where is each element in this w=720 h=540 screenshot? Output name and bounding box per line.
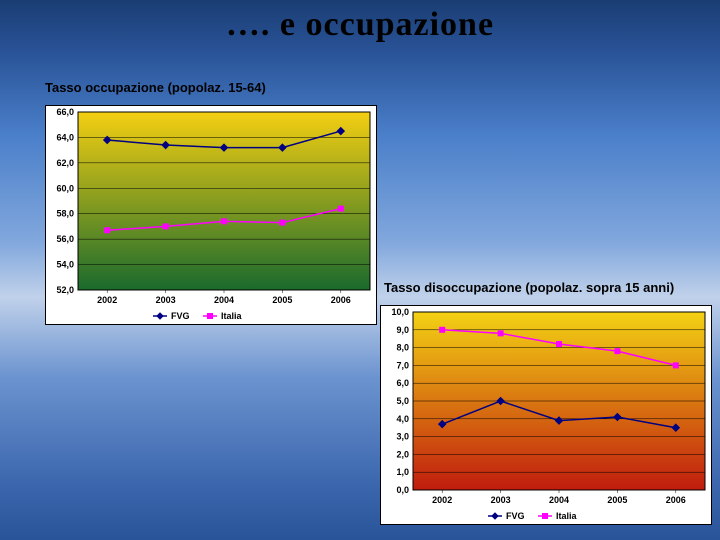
svg-text:2004: 2004 xyxy=(549,495,569,505)
svg-text:5,0: 5,0 xyxy=(396,396,409,406)
svg-text:2005: 2005 xyxy=(272,295,292,305)
svg-text:8,0: 8,0 xyxy=(396,343,409,353)
svg-text:2003: 2003 xyxy=(491,495,511,505)
svg-text:2006: 2006 xyxy=(331,295,351,305)
svg-text:9,0: 9,0 xyxy=(396,325,409,335)
svg-text:58,0: 58,0 xyxy=(56,209,74,219)
svg-text:2002: 2002 xyxy=(432,495,452,505)
svg-text:54,0: 54,0 xyxy=(56,260,74,270)
svg-text:3,0: 3,0 xyxy=(396,432,409,442)
svg-text:2,0: 2,0 xyxy=(396,449,409,459)
svg-text:0,0: 0,0 xyxy=(396,485,409,495)
svg-text:64,0: 64,0 xyxy=(56,132,74,142)
svg-text:62,0: 62,0 xyxy=(56,158,74,168)
slide-title: …. e occupazione xyxy=(0,6,720,44)
chart-disoccupazione: 0,0 1,0 2,0 3,0 4,0 5,0 6,0 7,0 8,0 9,0 10,0 2002 20… xyxy=(380,305,712,525)
svg-text:52,0: 52,0 xyxy=(56,285,74,295)
svg-text:1,0: 1,0 xyxy=(396,467,409,477)
chart-occupazione: 52,0 54,0 56,0 58,0 60,0 62,0 64,0 66,0 2002 2003… xyxy=(45,105,377,325)
svg-text:7,0: 7,0 xyxy=(396,360,409,370)
svg-text:6,0: 6,0 xyxy=(396,378,409,388)
svg-text:56,0: 56,0 xyxy=(56,234,74,244)
svg-text:60,0: 60,0 xyxy=(56,183,74,193)
svg-text:2006: 2006 xyxy=(666,495,686,505)
svg-text:FVG: FVG xyxy=(171,311,190,321)
chart2-label: Tasso disoccupazione (popolaz. sopra 15 … xyxy=(384,280,674,295)
svg-text:2004: 2004 xyxy=(214,295,234,305)
svg-text:4,0: 4,0 xyxy=(396,414,409,424)
svg-text:2002: 2002 xyxy=(97,295,117,305)
svg-text:Italia: Italia xyxy=(556,511,578,521)
svg-text:2003: 2003 xyxy=(156,295,176,305)
svg-text:Italia: Italia xyxy=(221,311,243,321)
svg-text:FVG: FVG xyxy=(506,511,525,521)
chart1-label: Tasso occupazione (popolaz. 15-64) xyxy=(45,80,266,95)
svg-text:10,0: 10,0 xyxy=(391,307,409,317)
svg-text:66,0: 66,0 xyxy=(56,107,74,117)
svg-text:2005: 2005 xyxy=(607,495,627,505)
